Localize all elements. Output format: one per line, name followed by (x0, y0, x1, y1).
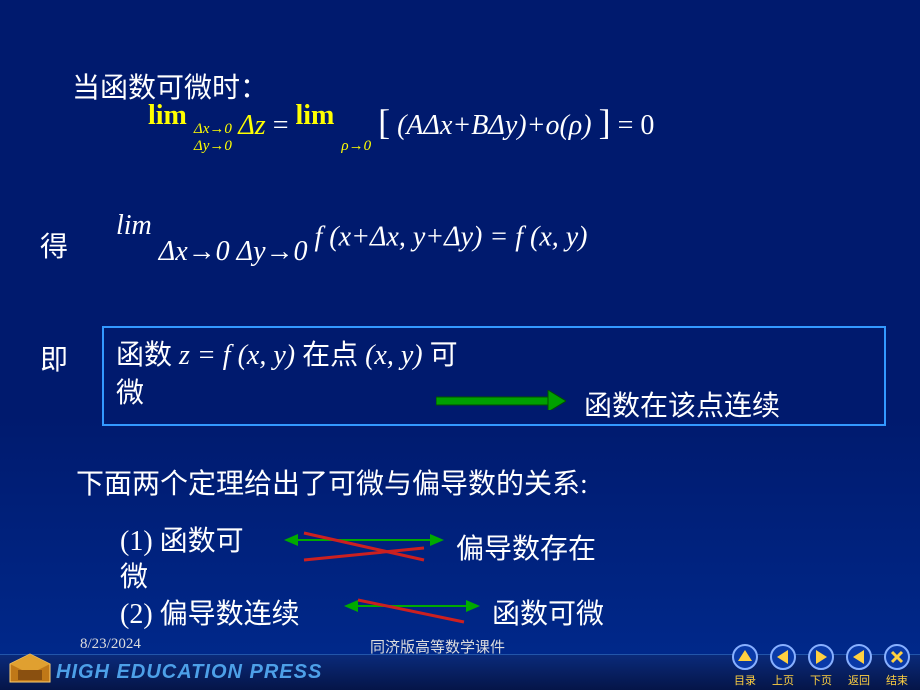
eq1-inner: (AΔx+BΔy)+o(ρ) (397, 110, 591, 141)
nav-label: 下页 (810, 672, 832, 688)
equation-2: lim Δx→0 Δy→0 f (x+Δx, y+Δy) = f (x, y) (116, 210, 588, 268)
nav-bar: 目录 上页 下页 返回 结束 (732, 644, 910, 688)
de-text: 得 (40, 225, 68, 265)
nav-end-button[interactable]: 结束 (884, 644, 910, 688)
lim2-sub-dy: Δy→0 (237, 236, 308, 267)
theorems-intro: 下面两个定理给出了可微与偏导数的关系: (76, 462, 588, 502)
bracket-left: [ (378, 102, 390, 142)
lim-label: lim (148, 100, 187, 131)
close-icon (884, 644, 910, 670)
publisher-logo-icon (6, 648, 54, 688)
slide-content: 当函数可微时： lim Δx→0 Δy→0 Δz = lim ρ→0 [ (AΔ… (0, 0, 920, 690)
triangle-up-icon (732, 644, 758, 670)
triangle-right-icon (808, 644, 834, 670)
bracket-right: ] (599, 102, 611, 142)
nav-label: 上页 (772, 672, 794, 688)
nav-next-button[interactable]: 下页 (808, 644, 834, 688)
lim-sub-dy: Δy→0 (194, 138, 232, 155)
relation-2-right: 函数可微 (492, 592, 604, 632)
eq2-body: f (x+Δx, y+Δy) (315, 221, 483, 252)
nav-label: 结束 (886, 672, 908, 688)
lim-label-3: lim (116, 210, 152, 241)
lim-sub-rho: ρ→0 (341, 138, 371, 155)
triangle-left-icon (846, 644, 872, 670)
equals-1: = (273, 110, 289, 141)
nav-toc-button[interactable]: 目录 (732, 644, 758, 688)
nav-label: 目录 (734, 672, 756, 688)
box-left-text: 函数 z = f (x, y) 在点 (x, y) 可微 (116, 337, 458, 413)
relation-1-arrows-icon (284, 530, 444, 570)
nav-label: 返回 (848, 672, 870, 688)
implication-arrow-icon (436, 390, 566, 410)
eq1-zero: = 0 (618, 110, 655, 141)
ji-text: 即 (40, 338, 68, 378)
triangle-left-icon (770, 644, 796, 670)
lim-sub-dx: Δx→0 (194, 121, 232, 138)
relation-1-left: (1) 函数可微 (120, 524, 244, 596)
lim2-sub-dx: Δx→0 (159, 236, 230, 267)
footer-date: 8/23/2024 (80, 636, 141, 653)
relation-1-right: 偏导数存在 (456, 527, 596, 567)
box-right-text: 函数在该点连续 (584, 384, 780, 424)
delta-z: Δz (238, 110, 265, 141)
publisher-name: HIGH EDUCATION PRESS (56, 661, 322, 684)
equation-1: lim Δx→0 Δy→0 Δz = lim ρ→0 [ (AΔx+BΔy)+o… (148, 100, 654, 155)
relation-2-left: (2) 偏导数连续 (120, 592, 300, 632)
relation-2-arrows-icon (344, 596, 484, 632)
nav-back-button[interactable]: 返回 (846, 644, 872, 688)
nav-prev-button[interactable]: 上页 (770, 644, 796, 688)
eq2-rhs: = f (x, y) (489, 221, 587, 252)
lim-label-2: lim (296, 100, 335, 131)
